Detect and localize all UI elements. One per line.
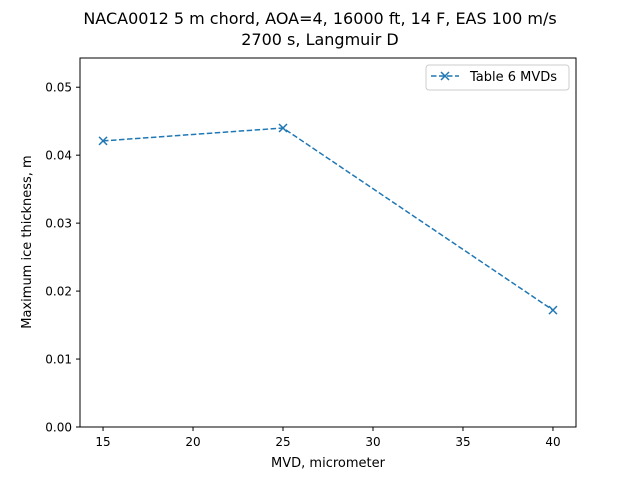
x-axis-label: MVD, micrometer (271, 456, 386, 471)
x-tick-label: 40 (545, 435, 560, 449)
y-tick-label: 0.00 (45, 421, 72, 435)
legend-label: Table 6 MVDs (469, 70, 557, 85)
chart-title-line-1: NACA0012 5 m chord, AOA=4, 16000 ft, 14 … (83, 9, 556, 28)
chart-title-line-2: 2700 s, Langmuir D (241, 30, 398, 49)
data-point-marker (278, 123, 288, 133)
y-tick-label: 0.03 (45, 217, 72, 231)
data-point-marker (98, 136, 108, 146)
y-axis-label: Maximum ice thickness, m (20, 155, 35, 328)
legend-box (425, 64, 570, 91)
y-tick-label: 0.05 (45, 81, 72, 95)
y-tick-label: 0.02 (45, 285, 72, 299)
legend-x-marker-icon (440, 71, 450, 81)
series-line (102, 127, 554, 311)
x-tick-label: 30 (365, 435, 380, 449)
y-tick-label: 0.01 (45, 353, 72, 367)
x-tick-label: 15 (95, 435, 110, 449)
plot-frame (79, 57, 577, 428)
y-tick-label: 0.04 (45, 149, 72, 163)
x-tick-label: 35 (455, 435, 470, 449)
x-tick-label: 25 (275, 435, 290, 449)
legend: Table 6 MVDs (425, 64, 570, 91)
data-point-marker (548, 305, 558, 315)
x-tick-label: 20 (185, 435, 200, 449)
